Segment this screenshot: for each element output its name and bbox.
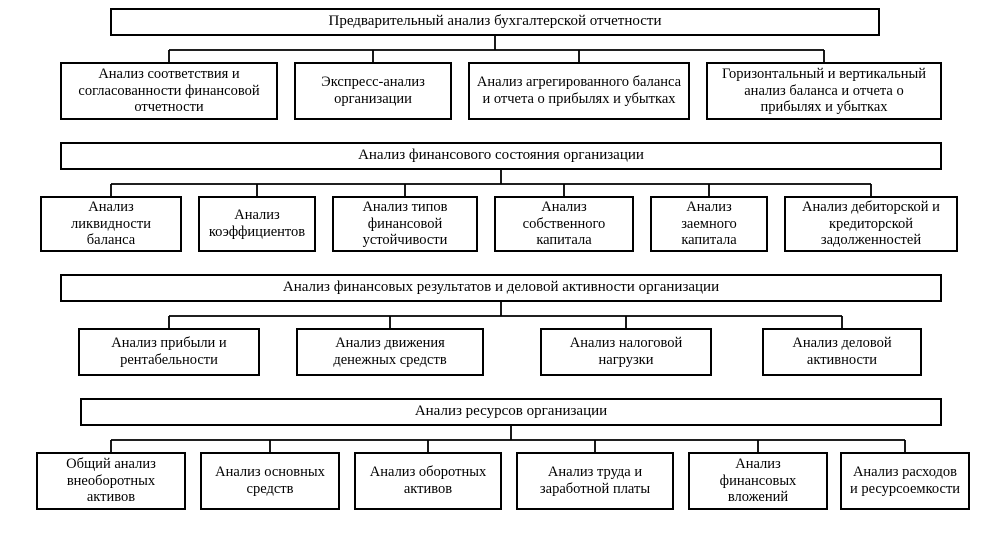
child-node-g3c1: Анализ прибыли и рентабельности <box>78 328 260 376</box>
child-node-g3c3: Анализ налоговой нагрузки <box>540 328 712 376</box>
child-node-g2c6: Анализ дебиторской и кредиторской задолж… <box>784 196 958 252</box>
child-node-g1c2: Экспресс-анализ организации <box>294 62 452 120</box>
parent-node-g3: Анализ финансовых результатов и деловой … <box>60 274 942 302</box>
diagram-canvas: Предварительный анализ бухгалтерской отч… <box>0 0 984 535</box>
child-node-g4c3: Анализ оборотных активов <box>354 452 502 510</box>
child-node-g4c2: Анализ основных средств <box>200 452 340 510</box>
child-node-g4c1: Общий анализ внеоборотных активов <box>36 452 186 510</box>
parent-node-g2: Анализ финансового состояния организации <box>60 142 942 170</box>
child-node-g1c1: Анализ соответствия и согласованности фи… <box>60 62 278 120</box>
child-node-g3c4: Анализ деловой активности <box>762 328 922 376</box>
child-node-g1c4: Горизонтальный и вертикальный анализ бал… <box>706 62 942 120</box>
child-node-g4c6: Анализ расходов и ресурсоемкости <box>840 452 970 510</box>
child-node-g2c5: Анализ заемного капитала <box>650 196 768 252</box>
child-node-g4c5: Анализ финансовых вложений <box>688 452 828 510</box>
child-node-g2c1: Анализ ликвидности баланса <box>40 196 182 252</box>
child-node-g4c4: Анализ труда и заработной платы <box>516 452 674 510</box>
child-node-g3c2: Анализ движения денежных средств <box>296 328 484 376</box>
parent-node-g1: Предварительный анализ бухгалтерской отч… <box>110 8 880 36</box>
child-node-g2c2: Анализ коэффициентов <box>198 196 316 252</box>
child-node-g2c4: Анализ собственного капитала <box>494 196 634 252</box>
child-node-g2c3: Анализ типов финансовой устойчивости <box>332 196 478 252</box>
parent-node-g4: Анализ ресурсов организации <box>80 398 942 426</box>
child-node-g1c3: Анализ агрегированного баланса и отчета … <box>468 62 690 120</box>
